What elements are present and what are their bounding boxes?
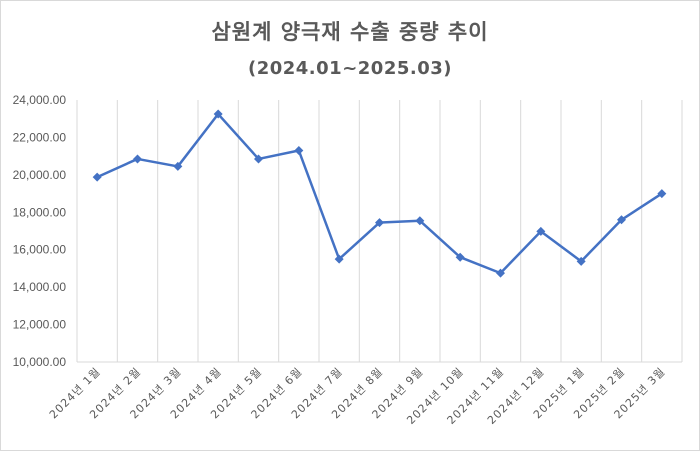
data-point-marker bbox=[92, 172, 102, 182]
data-point-marker bbox=[254, 154, 263, 164]
chart-subtitle: (2024.01~2025.03) bbox=[247, 58, 452, 79]
y-axis: 10,000.00 12,000.00 14,000.00 16,000.00 18,0… bbox=[13, 93, 67, 369]
data-point-marker bbox=[455, 252, 465, 262]
y-tick-label: 18,000.00 bbox=[13, 205, 67, 219]
y-tick-label: 14,000.00 bbox=[13, 280, 67, 294]
y-tick-label: 24,000.00 bbox=[13, 93, 67, 107]
gridlines bbox=[76, 100, 683, 363]
data-point-marker bbox=[576, 256, 586, 266]
data-point-marker bbox=[415, 216, 425, 226]
chart-title: 삼원계 양극재 수출 중량 추이 bbox=[211, 20, 489, 44]
data-point-marker bbox=[496, 268, 505, 278]
y-tick-label: 10,000.00 bbox=[13, 355, 67, 369]
data-point-marker bbox=[657, 189, 667, 199]
y-tick-label: 12,000.00 bbox=[13, 318, 67, 332]
series-line bbox=[96, 112, 663, 275]
data-point-marker bbox=[334, 254, 344, 264]
data-point-marker bbox=[375, 218, 384, 228]
series-group bbox=[92, 109, 667, 278]
data-point-marker bbox=[617, 215, 626, 225]
data-point-marker bbox=[536, 226, 546, 236]
y-tick-label: 22,000.00 bbox=[13, 130, 67, 144]
data-point-marker bbox=[294, 146, 304, 156]
data-point-marker bbox=[173, 161, 183, 171]
y-tick-label: 20,000.00 bbox=[13, 168, 67, 182]
data-point-marker bbox=[133, 154, 142, 164]
y-tick-label: 16,000.00 bbox=[13, 243, 67, 257]
data-point-marker bbox=[213, 109, 223, 119]
